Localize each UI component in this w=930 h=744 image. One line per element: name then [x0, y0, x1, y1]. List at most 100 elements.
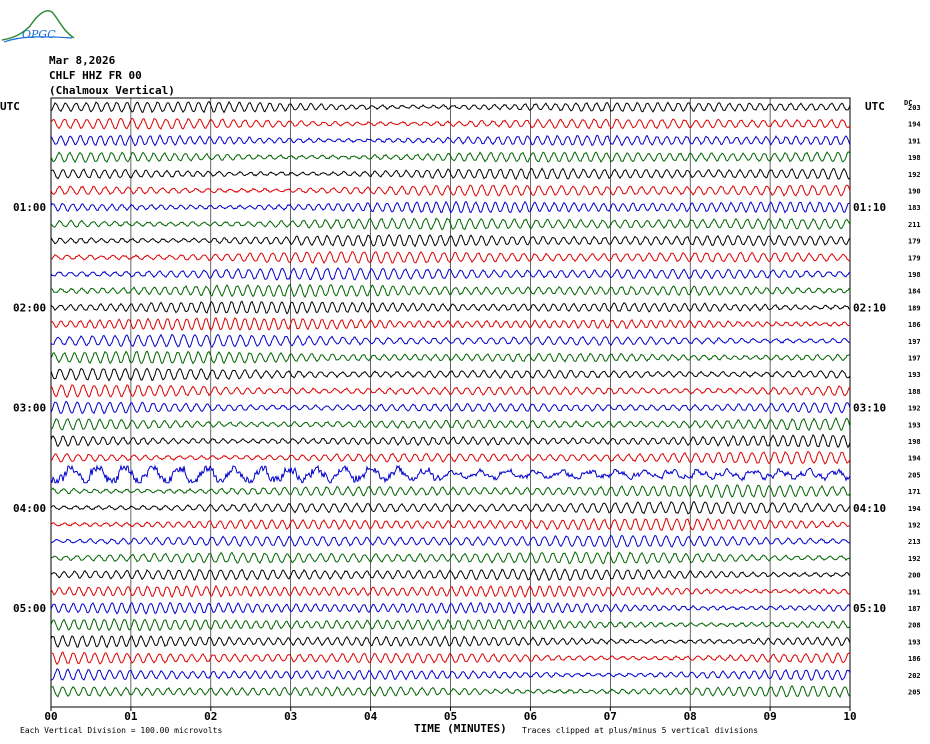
- dc-offset-label: 203: [908, 104, 921, 112]
- trace-row-32: [50, 618, 851, 632]
- left-hour-label: 04:00: [13, 502, 46, 515]
- x-tick-label: 09: [763, 710, 776, 723]
- right-hour-label: 02:10: [853, 301, 886, 314]
- trace-row-28: [50, 551, 851, 565]
- right-hour-label: 03:10: [853, 402, 886, 415]
- trace-row-15: [50, 333, 851, 348]
- left-hour-label: 03:00: [13, 402, 46, 415]
- right-hour-label: 01:10: [853, 201, 886, 214]
- left-hour-label: 02:00: [13, 301, 46, 314]
- trace-row-16: [50, 350, 851, 365]
- trace-row-26: [50, 517, 851, 532]
- dc-offset-label: 192: [908, 555, 921, 563]
- x-tick-label: 10: [843, 710, 856, 723]
- trace-row-2: [50, 117, 851, 130]
- dc-offset-label: 194: [908, 505, 921, 513]
- trace-row-13: [50, 300, 850, 315]
- dc-offset-label: 194: [908, 121, 921, 129]
- dc-offset-label: 192: [908, 171, 921, 179]
- dc-offset-label: 197: [908, 355, 921, 363]
- dc-offset-label: 192: [908, 405, 921, 413]
- x-tick-label: 06: [524, 710, 538, 723]
- dc-offset-label: 191: [908, 137, 921, 145]
- trace-row-4: [50, 151, 851, 164]
- dc-offset-label: 192: [908, 522, 921, 530]
- dc-offset-label: 193: [908, 421, 921, 429]
- x-tick-label: 05: [444, 710, 457, 723]
- dc-offset-label: 194: [908, 455, 921, 463]
- trace-row-34: [50, 651, 851, 666]
- dc-offset-label: 190: [908, 188, 921, 196]
- trace-row-7: [50, 200, 851, 214]
- dc-offset-label: 205: [908, 689, 921, 697]
- trace-row-21: [50, 433, 851, 449]
- dc-offset-label: 193: [908, 638, 921, 646]
- dc-offset-label: 187: [908, 605, 921, 613]
- dc-offset-label: 198: [908, 271, 921, 279]
- trace-row-11: [50, 267, 851, 281]
- date-label: Mar 8,2026: [49, 54, 116, 67]
- trace-row-20: [50, 417, 851, 431]
- logo-mountain-icon: [1, 10, 75, 41]
- trace-row-27: [50, 534, 851, 548]
- dc-offset-label: 202: [908, 672, 921, 680]
- dc-offset-label: 198: [908, 438, 921, 446]
- trace-row-30: [50, 584, 851, 599]
- station-label: CHLF HHZ FR 00: [49, 69, 142, 82]
- trace-row-24: [50, 484, 851, 499]
- x-tick-label: 01: [124, 710, 138, 723]
- dc-offset-label: 189: [908, 304, 921, 312]
- right-hour-label: 05:10: [853, 602, 886, 615]
- dc-offset-label: 198: [908, 154, 921, 162]
- opgc-logo: OPGC: [1, 10, 75, 43]
- dc-offset-label: 179: [908, 238, 921, 246]
- x-tick-label: 04: [364, 710, 378, 723]
- dc-offset-label: 191: [908, 588, 921, 596]
- trace-row-23: [50, 464, 851, 485]
- trace-row-10: [50, 250, 851, 265]
- x-tick-label: 07: [604, 710, 617, 723]
- scale-note: Each Vertical Division = 100.00 microvol…: [20, 726, 222, 735]
- dc-offset-label: 188: [908, 388, 921, 396]
- x-tick-label: 00: [44, 710, 57, 723]
- dc-header-label: DC: [904, 99, 912, 107]
- dc-offset-label: 184: [908, 288, 921, 296]
- trace-row-18: [50, 384, 851, 399]
- dc-offset-label: 211: [908, 221, 921, 229]
- dc-offset-label: 183: [908, 204, 921, 212]
- trace-row-25: [50, 500, 851, 515]
- dc-offset-label: 186: [908, 321, 921, 329]
- clip-note: Traces clipped at plus/minus 5 vertical …: [522, 726, 758, 735]
- trace-row-8: [50, 217, 851, 231]
- dc-offset-label: 213: [908, 538, 921, 546]
- dc-offset-label: 197: [908, 338, 921, 346]
- left-hour-label: 05:00: [13, 602, 46, 615]
- dc-offset-label: 208: [908, 622, 921, 630]
- trace-row-9: [50, 233, 851, 248]
- dc-offset-label: 179: [908, 254, 921, 262]
- dc-offset-label: 171: [908, 488, 921, 496]
- dc-offset-label: 186: [908, 655, 921, 663]
- trace-row-6: [50, 184, 851, 197]
- trace-row-36: [50, 684, 851, 699]
- trace-row-12: [50, 283, 851, 298]
- trace-row-5: [50, 167, 851, 181]
- right-utc-label: UTC: [865, 100, 885, 113]
- trace-row-33: [50, 634, 851, 649]
- site-label: (Chalmoux Vertical): [49, 84, 175, 97]
- trace-row-22: [50, 450, 851, 465]
- left-hour-label: 01:00: [13, 201, 46, 214]
- right-hour-label: 04:10: [853, 502, 886, 515]
- x-tick-label: 03: [284, 710, 297, 723]
- trace-row-1: [50, 100, 851, 114]
- logo-text: OPGC: [22, 28, 56, 41]
- trace-row-29: [50, 567, 851, 582]
- trace-row-3: [50, 134, 851, 147]
- trace-row-19: [50, 400, 851, 415]
- dc-offset-label: 205: [908, 471, 921, 479]
- trace-row-17: [50, 367, 851, 382]
- dc-offset-label: 193: [908, 371, 921, 379]
- trace-row-31: [50, 601, 851, 615]
- x-tick-label: 08: [684, 710, 697, 723]
